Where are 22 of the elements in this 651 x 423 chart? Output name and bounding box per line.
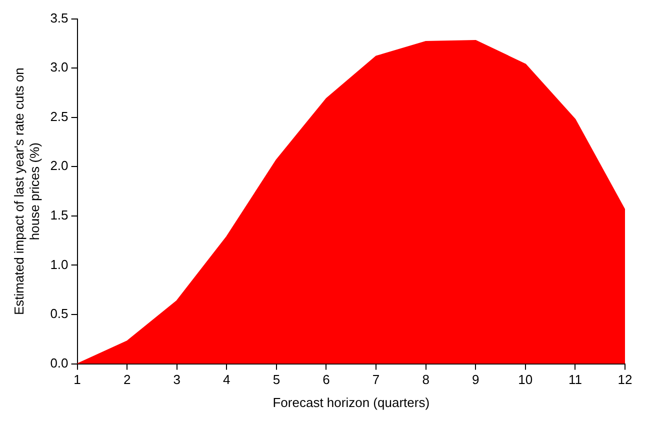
y-tick-label: 0.5 (50, 306, 68, 322)
x-tick-label: 2 (123, 372, 131, 388)
x-axis-title: Forecast horizon (quarters) (272, 394, 430, 410)
y-tick-label: 1.5 (50, 208, 68, 223)
y-tick-label: 3.5 (50, 10, 68, 26)
x-tick-label: 4 (223, 372, 230, 388)
x-tick-label: 3 (173, 372, 180, 388)
x-tick-label: 11 (568, 372, 582, 388)
y-axis-title: Estimated impact of last year's rate cuts on house prices (%) (11, 68, 42, 316)
x-tick-label: 12 (618, 372, 632, 388)
x-tick-label: 7 (372, 372, 380, 388)
y-tick-label: 2.0 (50, 158, 68, 174)
x-tick-label: 10 (518, 372, 533, 388)
y-tick-label: 3.0 (50, 60, 68, 75)
x-tick-label: 6 (322, 372, 330, 388)
y-tick-label: 1.0 (50, 256, 68, 272)
x-tick-label: 1 (74, 372, 81, 388)
y-tick-label: 0.0 (50, 355, 68, 370)
x-tick-label: 9 (472, 372, 480, 388)
y-tick-label: 2.5 (50, 108, 68, 124)
x-tick-label: 5 (272, 372, 280, 388)
x-tick-label: 8 (422, 372, 430, 388)
